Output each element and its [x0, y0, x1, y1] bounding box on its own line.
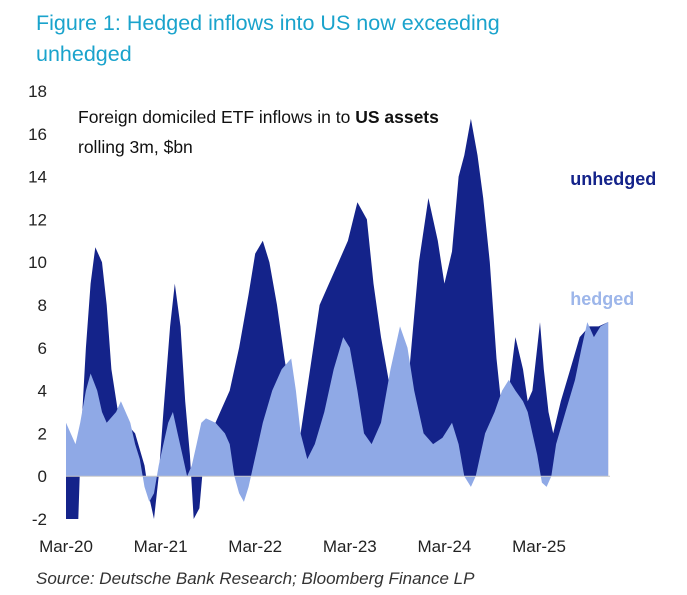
series-label-hedged: hedged — [570, 289, 634, 309]
series-labels: unhedged hedged — [570, 169, 656, 309]
chart-subtitle-line1: Foreign domiciled ETF inflows in to US a… — [78, 107, 439, 127]
chart-subtitle-prefix: Foreign domiciled ETF inflows in to — [78, 107, 355, 127]
figure-title: Figure 1: Hedged inflows into US now exc… — [36, 11, 500, 66]
y-tick-label: 16 — [28, 125, 47, 144]
x-tick-label: Mar-24 — [418, 537, 472, 556]
y-tick-label: -2 — [32, 510, 47, 529]
source-note: Source: Deutsche Bank Research; Bloomber… — [36, 569, 475, 588]
y-tick-label: 0 — [38, 467, 47, 486]
y-tick-label: 12 — [28, 210, 47, 229]
area-unhedged — [66, 118, 609, 520]
y-tick-label: 2 — [38, 424, 47, 443]
series-label-unhedged: unhedged — [570, 169, 656, 189]
y-tick-label: 4 — [38, 382, 47, 401]
y-tick-label: 14 — [28, 168, 47, 187]
y-tick-label: 6 — [38, 339, 47, 358]
area-hedged — [66, 322, 609, 502]
y-tick-label: 8 — [38, 296, 47, 315]
x-tick-label: Mar-25 — [512, 537, 566, 556]
y-tick-label: 10 — [28, 253, 47, 272]
x-tick-label: Mar-20 — [39, 537, 93, 556]
y-axis: -2 0 2 4 6 8 10 12 14 16 18 — [28, 82, 47, 529]
chart-subtitle-bold: US assets — [355, 107, 439, 127]
x-tick-label: Mar-22 — [228, 537, 282, 556]
x-tick-label: Mar-23 — [323, 537, 377, 556]
x-axis: Mar-20 Mar-21 Mar-22 Mar-23 Mar-24 Mar-25 — [39, 475, 610, 556]
y-tick-label: 18 — [28, 82, 47, 101]
area-series-group — [66, 118, 609, 520]
x-tick-label: Mar-21 — [134, 537, 188, 556]
chart-subtitle-line2: rolling 3m, $bn — [78, 137, 193, 157]
